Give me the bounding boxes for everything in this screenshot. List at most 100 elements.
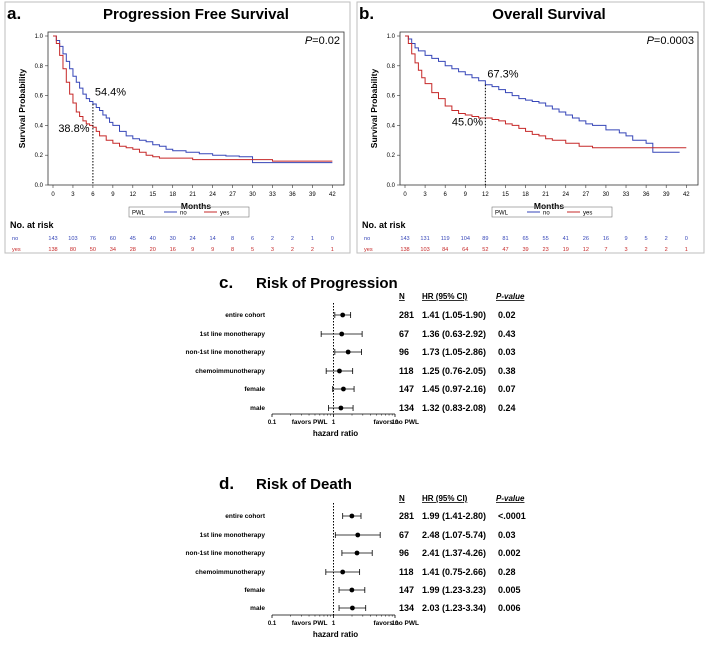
risk-count: 76	[90, 236, 96, 242]
risk-count: 30	[170, 236, 176, 242]
risk-count: 1	[331, 247, 334, 253]
risk-count: 28	[130, 247, 136, 253]
x-tick-label: 27	[582, 192, 589, 198]
p-value: P=0.0003	[647, 35, 694, 47]
risk-row-label: yes	[364, 247, 373, 253]
forest-n: 118	[399, 567, 414, 577]
x-tick-label: 21	[189, 192, 196, 198]
forest-n: 281	[399, 310, 414, 320]
y-tick-label: 0.4	[387, 123, 396, 129]
hr-point	[350, 605, 355, 611]
risk-count: 14	[210, 236, 216, 242]
risk-count: 3	[271, 247, 274, 253]
hr-point	[340, 569, 346, 575]
col-header-p-text: P-value	[496, 292, 525, 301]
forest-n: 96	[399, 347, 409, 357]
col-header-p: P-value	[496, 292, 525, 301]
forest-n: 147	[399, 384, 414, 394]
forest-hr: 1.73 (1.05-2.86)	[422, 347, 486, 357]
x-tick-label: 15	[149, 192, 156, 198]
risk-count: 39	[522, 247, 528, 253]
risk-count: 5	[251, 247, 254, 253]
col-header-n: N	[399, 292, 405, 301]
legend-label: yes	[583, 211, 592, 217]
forest-x-tick-label: 10	[392, 621, 399, 627]
forest-x-axis-label: hazard ratio	[313, 630, 358, 639]
col-header-p-text: P-value	[496, 494, 525, 503]
risk-count: 81	[502, 236, 508, 242]
x-tick-label: 39	[663, 192, 670, 198]
risk-count: 19	[563, 247, 569, 253]
forest-row-label: male	[250, 605, 265, 612]
risk-count: 138	[400, 247, 409, 253]
risk-count: 16	[170, 247, 176, 253]
p-value-number: =0.02	[312, 35, 340, 47]
risk-count: 16	[603, 236, 609, 242]
risk-count: 5	[645, 236, 648, 242]
forest-hr: 1.99 (1.41-2.80)	[422, 511, 486, 521]
risk-count: 12	[583, 247, 589, 253]
hr-point	[341, 386, 346, 392]
risk-count: 104	[461, 236, 470, 242]
forest-hr: 1.41 (1.05-1.90)	[422, 310, 486, 320]
risk-count: 24	[190, 236, 196, 242]
forest-hr: 2.48 (1.07-5.74)	[422, 530, 486, 540]
risk-count: 64	[462, 247, 468, 253]
forest-x-tick-label: 1	[332, 420, 336, 426]
y-tick-label: 0.6	[35, 94, 44, 100]
plot-area	[47, 31, 345, 186]
legend-label: no	[180, 211, 187, 217]
risk-count: 20	[150, 247, 156, 253]
panel-letter: b.	[359, 4, 374, 23]
risk-count: 89	[482, 236, 488, 242]
forest-n: 67	[399, 329, 409, 339]
forest-n: 134	[399, 403, 414, 413]
survival-annotation: 54.4%	[95, 87, 126, 99]
forest-p: 0.03	[498, 347, 516, 357]
x-axis-label: Months	[534, 201, 564, 211]
panel-frame	[356, 1, 705, 254]
plot-area	[399, 31, 699, 186]
forest-p: 0.38	[498, 366, 516, 376]
panel-letter: d.	[219, 474, 234, 493]
risk-count: 60	[110, 236, 116, 242]
forest-hr: 1.99 (1.23-3.23)	[422, 585, 486, 595]
risk-count: 84	[442, 247, 448, 253]
risk-count: 2	[311, 247, 314, 253]
legend-label: no	[543, 211, 550, 217]
panel-frame	[4, 1, 351, 254]
panel-title: Progression Free Survival	[103, 6, 289, 23]
legend-label: yes	[220, 211, 229, 217]
panel-letter: a.	[7, 4, 21, 23]
risk-count: 103	[420, 247, 429, 253]
x-tick-label: 9	[464, 192, 468, 198]
y-axis-label: Survival Probability	[17, 69, 27, 149]
y-axis-label: Survival Probability	[369, 69, 379, 149]
x-tick-label: 33	[623, 192, 630, 198]
risk-count: 103	[68, 236, 77, 242]
survival-annotation: 67.3%	[487, 69, 518, 81]
legend-box	[491, 206, 613, 218]
forest-n: 67	[399, 530, 409, 540]
p-value-letter: P	[305, 35, 313, 47]
forest-x-tick-label: 1	[332, 621, 336, 627]
risk-count: 143	[400, 236, 409, 242]
favors-left-label: favors PWL	[292, 620, 328, 627]
forest-n: 281	[399, 511, 414, 521]
x-tick-label: 9	[111, 192, 115, 198]
p-value-number: =0.0003	[654, 35, 694, 47]
forest-row-label: entire cohort	[225, 513, 266, 520]
forest-p: 0.02	[498, 310, 516, 320]
risk-count: 9	[191, 247, 194, 253]
risk-table-header: No. at risk	[362, 220, 407, 230]
forest-row-label: female	[244, 587, 265, 594]
legend-title: PWL	[132, 211, 146, 217]
favors-left-label: favors PWL	[292, 419, 328, 426]
risk-row-label: no	[364, 236, 370, 242]
risk-count: 65	[522, 236, 528, 242]
hr-point	[349, 513, 355, 519]
y-tick-label: 0.4	[35, 123, 44, 129]
y-tick-label: 0.8	[35, 64, 44, 70]
